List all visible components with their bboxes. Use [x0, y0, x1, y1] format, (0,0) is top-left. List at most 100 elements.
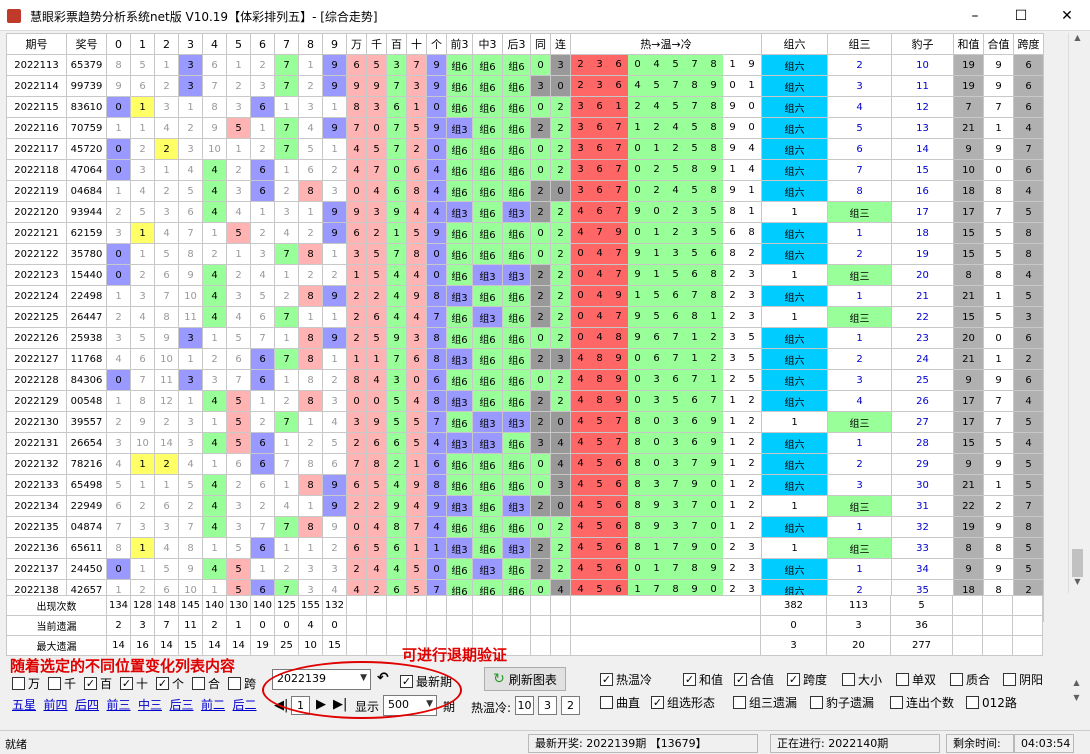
- issue-cell: 2022118: [6, 159, 67, 181]
- table-row[interactable]: 2022116 70759 1 1 4 2 9 5 1 7 4 9 7 0 7 5 9 组3 组6 组6 2 2 3 6 7 1 2…: [6, 117, 1044, 139]
- option-checkbox[interactable]: 阴阳: [1003, 671, 1043, 688]
- position-cell: 7: [346, 117, 367, 139]
- position-cell: 4: [406, 306, 427, 328]
- lian-cell: 2: [550, 264, 571, 286]
- cold-input[interactable]: 2: [561, 696, 580, 715]
- scroll-down-icon[interactable]: ▼: [1074, 577, 1081, 586]
- position-checkbox[interactable]: 合: [192, 675, 220, 692]
- prize-cell: 84306: [66, 369, 107, 391]
- position-checkbox[interactable]: 万: [12, 675, 40, 692]
- digit-cell: 4: [202, 558, 227, 580]
- refresh-chart-button[interactable]: ↻ 刷新图表: [484, 667, 566, 691]
- hot-digit: 8: [628, 538, 647, 558]
- hot-digit: 9: [704, 412, 723, 432]
- table-row[interactable]: 2022129 00548 1 8 12 1 4 5 1 2 8 3 0 0 5 4 8 组3 组6 组6 2 2 4 8 9 0…: [6, 390, 1044, 412]
- position-checkbox[interactable]: ✓ 十: [120, 677, 149, 691]
- mode-link[interactable]: 后三: [169, 698, 194, 712]
- option-checkbox[interactable]: ✓ 组选形态: [651, 696, 716, 710]
- hot-input[interactable]: 10: [515, 696, 534, 715]
- table-row[interactable]: 2022126 25938 3 5 9 3 1 5 7 1 8 9 2 5 9 3 8 组6 组6 组6 0 2 0 4 8 9 6…: [6, 327, 1044, 349]
- table-row[interactable]: 2022121 62159 3 1 4 7 1 5 2 4 2 9 6 2 1 5 9 组6 组6 组6 0 2 4 7 9 0 1…: [6, 222, 1044, 244]
- hot-digit: 6: [590, 181, 609, 201]
- option-checkbox[interactable]: 连出个数: [890, 694, 954, 711]
- option-checkbox[interactable]: 012路: [966, 694, 1017, 711]
- option-checkbox[interactable]: ✓ 合值: [734, 673, 775, 687]
- position-cell: 4: [406, 264, 427, 286]
- group-cell: 组6: [472, 495, 503, 517]
- option-checkbox[interactable]: 豹子遗漏: [810, 694, 874, 711]
- option-checkbox[interactable]: 曲直: [600, 694, 640, 711]
- position-cell: 4: [426, 159, 447, 181]
- position-cell: 8: [386, 516, 407, 538]
- option-checkbox[interactable]: 单双: [896, 671, 936, 688]
- position-checkbox[interactable]: 跨: [228, 675, 256, 692]
- mode-link[interactable]: 前三: [106, 698, 131, 712]
- table-row[interactable]: 2022134 22949 6 2 6 2 4 3 2 4 1 9 2 2 9 4 9 组3 组6 组3 2 0 4 5 6 8 9…: [6, 495, 1044, 517]
- option-checkbox[interactable]: 质合: [950, 671, 990, 688]
- column-header: 1: [130, 33, 155, 55]
- close-icon[interactable]: ✕: [1061, 7, 1073, 24]
- table-row[interactable]: 2022122 35780 0 1 5 8 2 1 3 7 8 1 3 5 7 8 0 组6 组6 组6 0 2 0 4 7 9 1…: [6, 243, 1044, 265]
- table-row[interactable]: 2022120 93944 2 5 3 6 4 4 1 3 1 9 9 3 9 4 4 组3 组6 组3 2 2 4 6 7 9 0…: [6, 201, 1044, 223]
- option-checkbox[interactable]: ✓ 跨度: [787, 673, 828, 687]
- digit-cell: 1: [202, 222, 227, 244]
- table-row[interactable]: 2022124 22498 1 3 7 10 4 3 5 2 8 9 2 2 4 9 8 组3 组6 组6 2 2 0 4 9 1…: [6, 285, 1044, 307]
- options-scrollbar[interactable]: ▲ ▼: [1068, 678, 1085, 708]
- sum-tail-cell: 0: [983, 159, 1014, 181]
- hot-digit: 2: [647, 181, 666, 201]
- digit-cell: 5: [226, 390, 251, 412]
- mode-link[interactable]: 后四: [75, 698, 100, 712]
- digit-cell: 7: [274, 243, 299, 265]
- option-checkbox[interactable]: 组三遗漏: [733, 694, 797, 711]
- warm-input[interactable]: 3: [538, 696, 557, 715]
- table-row[interactable]: 2022135 04874 7 3 3 7 4 3 7 7 8 9 0 4 8 7 4 组6 组6 组6 0 2 4 5 6 8 9…: [6, 516, 1044, 538]
- hot-digit: 6: [723, 223, 742, 243]
- hot-digit: 6: [590, 160, 609, 180]
- mode-link[interactable]: 五星: [12, 698, 37, 712]
- stats-value: 3: [130, 615, 155, 636]
- digit-cell: 2: [274, 285, 299, 307]
- position-checkbox[interactable]: ✓ 百: [84, 677, 113, 691]
- span-cell: 6: [1013, 96, 1044, 118]
- table-row[interactable]: 2022123 15440 0 2 6 9 4 2 4 1 2 2 1 5 4 4 0 组6 组3 组3 2 2 0 4 7 9 1…: [6, 264, 1044, 286]
- table-row[interactable]: 2022118 47064 0 3 1 4 4 2 6 1 6 2 4 7 0 6 4 组6 组6 组6 0 2 3 6 7 0 2…: [6, 159, 1044, 181]
- digit-cell: 7: [226, 369, 251, 391]
- table-row[interactable]: 2022113 65379 8 5 1 3 6 1 2 7 1 9 6 5 3 7 9 组6 组6 组6 0 3 2 3 6 0 4…: [6, 54, 1044, 76]
- table-row[interactable]: 2022114 99739 9 6 2 3 7 2 3 7 2 9 9 9 7 3 9 组6 组6 组6 3 0 2 3 6 4 5…: [6, 75, 1044, 97]
- table-row[interactable]: 2022117 45720 0 2 2 3 10 1 2 7 5 1 4 5 7 2 0 组6 组6 组6 0 2 3 6 7 0…: [6, 138, 1044, 160]
- table-row[interactable]: 2022115 83610 0 1 3 1 8 3 6 1 3 1 8 3 6 1 0 组6 组6 组6 0 2 3 6 1 2 4…: [6, 96, 1044, 118]
- maximize-icon[interactable]: ☐: [1014, 7, 1028, 24]
- mode-link[interactable]: 前四: [43, 698, 68, 712]
- position-checkbox[interactable]: 千: [48, 675, 76, 692]
- table-row[interactable]: 2022136 65611 8 1 4 8 1 5 6 1 1 2 6 5 6 1 1 组3 组6 组3 2 2 4 5 6 8 1…: [6, 537, 1044, 559]
- option-checkbox[interactable]: ✓ 热温冷: [600, 673, 653, 687]
- table-row[interactable]: 2022127 11768 4 6 10 1 2 6 6 7 8 1 1 1 7 6 8 组3 组6 组6 2 3 4 8 9 0…: [6, 348, 1044, 370]
- position-cell: 5: [366, 54, 387, 76]
- scroll-up-icon[interactable]: ▲: [1074, 33, 1081, 42]
- mode-link[interactable]: 中三: [138, 698, 163, 712]
- table-row[interactable]: 2022131 26654 3 10 14 3 4 5 6 1 2 5 2 6 6 5 4 组3 组3 组6 3 4 4 5 7…: [6, 432, 1044, 454]
- hot-digit: 1: [647, 538, 666, 558]
- table-row[interactable]: 2022128 84306 0 7 11 3 3 7 6 1 8 2 8 4 3 0 6 组6 组6 组6 0 2 4 8 9 0…: [6, 369, 1044, 391]
- mode-link[interactable]: 后二: [232, 698, 257, 712]
- table-row[interactable]: 2022130 39557 2 9 2 3 1 5 2 7 1 4 3 9 5 5 7 组6 组3 组3 2 0 4 5 7 8 0…: [6, 411, 1044, 433]
- table-row[interactable]: 2022137 24450 0 1 5 9 4 5 1 2 3 3 2 4 4 5 0 组6 组3 组6 2 2 4 5 6 0 1…: [6, 558, 1044, 580]
- same-cell: 2: [530, 411, 551, 433]
- table-row[interactable]: 2022119 04684 1 4 2 5 4 3 6 2 8 3 0 4 6 8 4 组6 组6 组6 2 0 3 6 7 0 2…: [6, 180, 1044, 202]
- option-checkbox[interactable]: 大小: [842, 671, 882, 688]
- mode-link[interactable]: 前二: [201, 698, 226, 712]
- option-checkbox[interactable]: ✓ 和值: [683, 673, 724, 687]
- table-row[interactable]: 2022132 78216 4 1 2 4 1 6 6 7 8 6 7 8 2 1 6 组6 组6 组6 0 4 4 5 6 8 0…: [6, 453, 1044, 475]
- scroll-thumb[interactable]: [1072, 549, 1083, 577]
- position-checkbox[interactable]: ✓ 个: [156, 677, 185, 691]
- stats-empty: [550, 635, 571, 656]
- stats-label: 当前遗漏: [6, 615, 107, 636]
- minimize-icon[interactable]: –: [971, 7, 979, 24]
- group-cell: 组6: [472, 159, 503, 181]
- stats-empty: [346, 595, 367, 616]
- table-row[interactable]: 2022125 26447 2 4 8 11 4 4 6 7 1 1 2 6 4 4 7 组6 组3 组6 2 2 0 4 7 9…: [6, 306, 1044, 328]
- table-row[interactable]: 2022133 65498 5 1 1 5 4 2 6 1 8 9 6 5 4 9 8 组6 组6 组6 0 3 4 5 6 8 3…: [6, 474, 1044, 496]
- position-cell: 9: [346, 201, 367, 223]
- hot-digit: 1: [723, 454, 742, 474]
- vertical-scrollbar[interactable]: ▲ ▼: [1068, 33, 1085, 593]
